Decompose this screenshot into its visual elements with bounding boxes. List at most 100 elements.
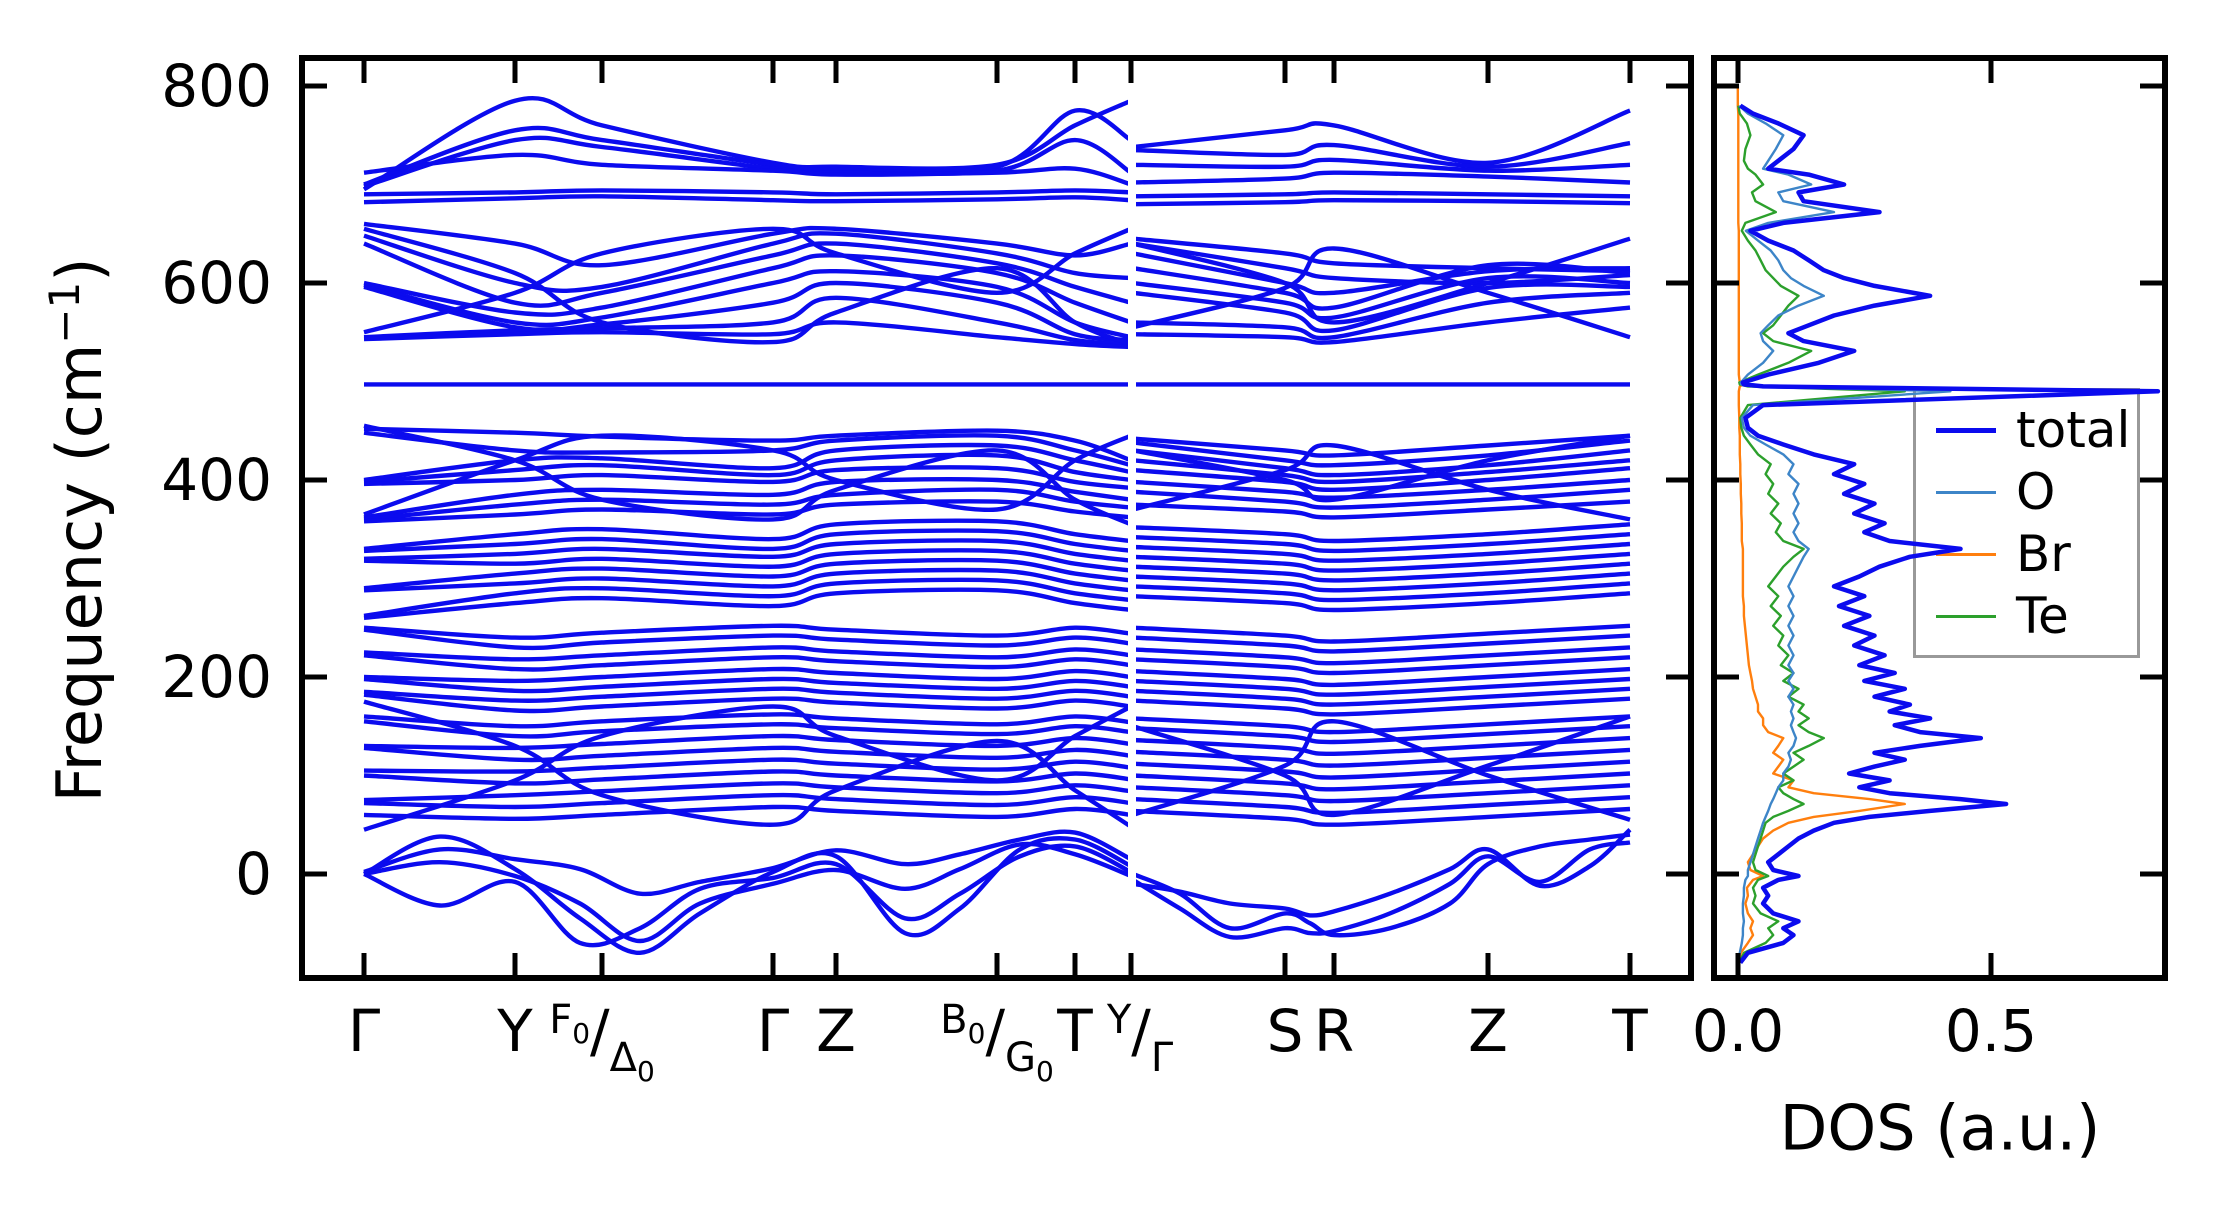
dos-line-Te <box>1737 105 1907 964</box>
band-line <box>363 188 1132 197</box>
band-line <box>1132 696 1631 717</box>
axes-spines <box>299 55 2168 981</box>
legend-line-Te-icon <box>1936 614 1996 618</box>
band-line <box>1132 108 1631 166</box>
band-line <box>363 221 1132 268</box>
band-line <box>1132 561 1631 583</box>
band-line <box>1132 541 1631 563</box>
band-line <box>1132 655 1631 676</box>
band-line <box>1132 714 1631 735</box>
band-line <box>363 686 1132 703</box>
band-line <box>1132 532 1631 554</box>
soft-band-line <box>363 829 1132 897</box>
soft-band-line <box>1132 832 1631 938</box>
band-line <box>363 499 1132 524</box>
band-line <box>1132 442 1631 522</box>
dos-x-tick-label-0.5: 0.5 <box>1944 997 2038 1065</box>
band-line <box>363 268 1132 340</box>
band-line <box>1132 499 1631 520</box>
band-line <box>1132 140 1631 169</box>
band-line <box>1132 645 1631 666</box>
legend-line-total-icon <box>1936 427 1996 433</box>
band-line <box>363 452 1132 485</box>
legend-entry-Te: Te <box>1936 585 2137 647</box>
x-tick-label: Z <box>1468 997 1508 1065</box>
legend-label-Te: Te <box>2016 587 2069 645</box>
soft-band-line <box>1132 828 1632 918</box>
band-line <box>363 423 1132 527</box>
band-line <box>1132 719 1631 822</box>
y-axis-label: Frequency (cm−1) <box>40 257 116 803</box>
dos-legend: total O Br Te <box>1913 388 2140 658</box>
band-line <box>1132 438 1631 468</box>
band-line <box>363 577 1132 619</box>
band-line <box>1132 197 1631 207</box>
band-line <box>1132 724 1631 745</box>
legend-entry-Br: Br <box>1936 523 2137 585</box>
band-line <box>1132 290 1631 341</box>
legend-line-Br-icon <box>1936 552 1996 556</box>
band-line <box>1132 157 1631 173</box>
band-line <box>363 587 1132 621</box>
legend-line-O-icon <box>1936 490 1996 494</box>
band-line <box>363 627 1132 651</box>
band-line <box>1132 633 1631 654</box>
band-line <box>363 152 1132 187</box>
band-line <box>1132 458 1631 485</box>
band-line <box>363 699 1133 829</box>
band-line <box>1132 623 1631 644</box>
band-line <box>363 433 1132 517</box>
x-tick-label: Z <box>816 997 856 1065</box>
band-line <box>363 757 1132 774</box>
band-line <box>363 135 1133 189</box>
x-tick-label: Γ <box>347 997 381 1065</box>
band-line <box>363 518 1132 552</box>
band-line <box>363 653 1132 672</box>
band-line <box>1132 433 1631 503</box>
band-line <box>363 792 1132 810</box>
band-line <box>363 676 1132 694</box>
x-tick-label: T <box>1057 997 1093 1065</box>
band-line <box>1132 448 1631 478</box>
band-line <box>1132 246 1631 340</box>
kpath-break <box>1128 61 1136 975</box>
band-line <box>363 692 1132 714</box>
dos-axis-label: DOS (a.u.) <box>1779 1091 2101 1165</box>
band-line <box>363 781 1132 803</box>
band-line <box>363 804 1132 821</box>
legend-label-Br: Br <box>2016 525 2071 583</box>
band-line <box>1132 795 1631 816</box>
band-line <box>363 645 1132 662</box>
band-line <box>363 465 1132 491</box>
band-line <box>363 623 1132 640</box>
band-line <box>363 226 1132 347</box>
x-tick-label: F0/Δ0 <box>549 997 655 1088</box>
band-line <box>1132 735 1631 757</box>
axis-ticks <box>305 61 2162 975</box>
band-line <box>363 528 1132 554</box>
band-line <box>363 426 1132 463</box>
x-tick-label: S <box>1266 997 1304 1065</box>
band-line <box>363 226 1132 335</box>
band-line <box>363 320 1132 350</box>
x-tick-label: R <box>1313 997 1355 1065</box>
band-line <box>363 666 1132 684</box>
band-line <box>363 719 1132 739</box>
band-lines <box>362 95 1632 956</box>
band-line <box>363 733 1132 751</box>
band-line <box>1132 806 1631 827</box>
band-line <box>1132 305 1631 345</box>
y-tick-label-600: 600 <box>161 248 272 317</box>
band-line <box>363 567 1132 593</box>
band-line <box>1132 236 1631 274</box>
band-line <box>363 241 1132 308</box>
band-line <box>1132 190 1631 199</box>
band-line <box>363 712 1132 729</box>
x-tick-label: Y/Γ <box>1106 997 1174 1081</box>
legend-entry-total: total <box>1936 399 2137 461</box>
legend-label-O: O <box>2016 463 2056 521</box>
band-line <box>363 745 1132 763</box>
